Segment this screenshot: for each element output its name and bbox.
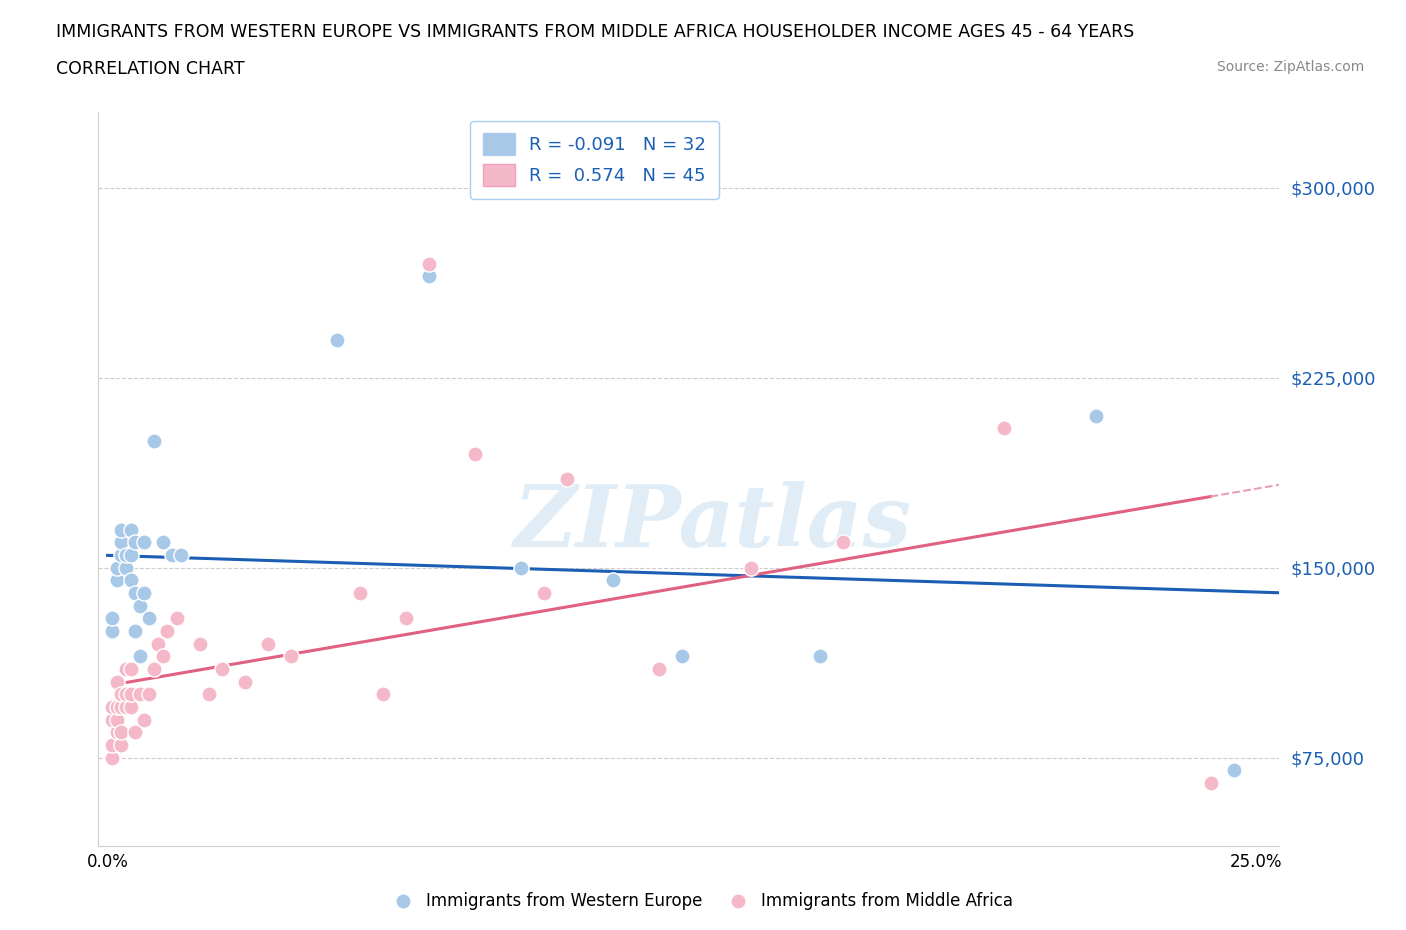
Point [120, 548, 142, 563]
Point [105, 573, 128, 588]
Point [120, 699, 142, 714]
Point [808, 649, 831, 664]
Point [1084, 408, 1107, 423]
Point [326, 332, 349, 347]
Point [166, 611, 188, 626]
Point [110, 535, 132, 550]
Point [602, 573, 624, 588]
Point [124, 623, 146, 638]
Point [128, 649, 150, 664]
Point [115, 699, 138, 714]
Point [124, 724, 146, 739]
Text: CORRELATION CHART: CORRELATION CHART [56, 60, 245, 78]
Point [101, 699, 124, 714]
Point [101, 737, 124, 752]
Point [105, 674, 128, 689]
Point [648, 661, 671, 676]
Text: ZIPatlas: ZIPatlas [513, 482, 911, 565]
Point [115, 661, 138, 676]
Legend: Immigrants from Western Europe, Immigrants from Middle Africa: Immigrants from Western Europe, Immigran… [387, 885, 1019, 917]
Point [418, 256, 440, 271]
Point [105, 712, 128, 727]
Point [257, 636, 280, 651]
Point [142, 433, 165, 448]
Point [120, 573, 142, 588]
Point [555, 472, 578, 486]
Point [138, 611, 160, 626]
Point [235, 674, 257, 689]
Point [128, 687, 150, 702]
Point [101, 712, 124, 727]
Point [105, 560, 128, 575]
Point [115, 560, 138, 575]
Point [395, 611, 418, 626]
Point [1199, 776, 1222, 790]
Point [120, 687, 142, 702]
Point [142, 661, 165, 676]
Point [110, 699, 132, 714]
Point [110, 548, 132, 563]
Point [120, 522, 142, 537]
Point [740, 560, 762, 575]
Point [105, 699, 128, 714]
Legend: R = -0.091   N = 32, R =  0.574   N = 45: R = -0.091 N = 32, R = 0.574 N = 45 [470, 121, 718, 199]
Point [373, 687, 395, 702]
Point [170, 548, 193, 563]
Point [831, 535, 853, 550]
Point [993, 421, 1015, 436]
Point [152, 649, 174, 664]
Point [134, 712, 156, 727]
Point [152, 535, 174, 550]
Point [101, 751, 124, 765]
Point [110, 737, 132, 752]
Point [101, 623, 124, 638]
Point [418, 269, 440, 284]
Point [128, 598, 150, 613]
Point [110, 724, 132, 739]
Point [138, 687, 160, 702]
Point [120, 661, 142, 676]
Point [146, 636, 169, 651]
Point [464, 446, 486, 461]
Point [110, 687, 132, 702]
Point [280, 649, 302, 664]
Point [124, 586, 146, 601]
Point [1222, 763, 1244, 777]
Text: IMMIGRANTS FROM WESTERN EUROPE VS IMMIGRANTS FROM MIDDLE AFRICA HOUSEHOLDER INCO: IMMIGRANTS FROM WESTERN EUROPE VS IMMIGR… [56, 23, 1135, 41]
Point [156, 623, 179, 638]
Point [160, 548, 183, 563]
Point [134, 535, 156, 550]
Point [110, 522, 132, 537]
Point [349, 586, 371, 601]
Point [533, 586, 555, 601]
Point [134, 586, 156, 601]
Text: Source: ZipAtlas.com: Source: ZipAtlas.com [1216, 60, 1364, 74]
Point [105, 724, 128, 739]
Point [211, 661, 233, 676]
Point [671, 649, 693, 664]
Point [115, 548, 138, 563]
Point [101, 611, 124, 626]
Point [115, 687, 138, 702]
Point [510, 560, 533, 575]
Point [188, 636, 211, 651]
Point [197, 687, 219, 702]
Point [124, 535, 146, 550]
